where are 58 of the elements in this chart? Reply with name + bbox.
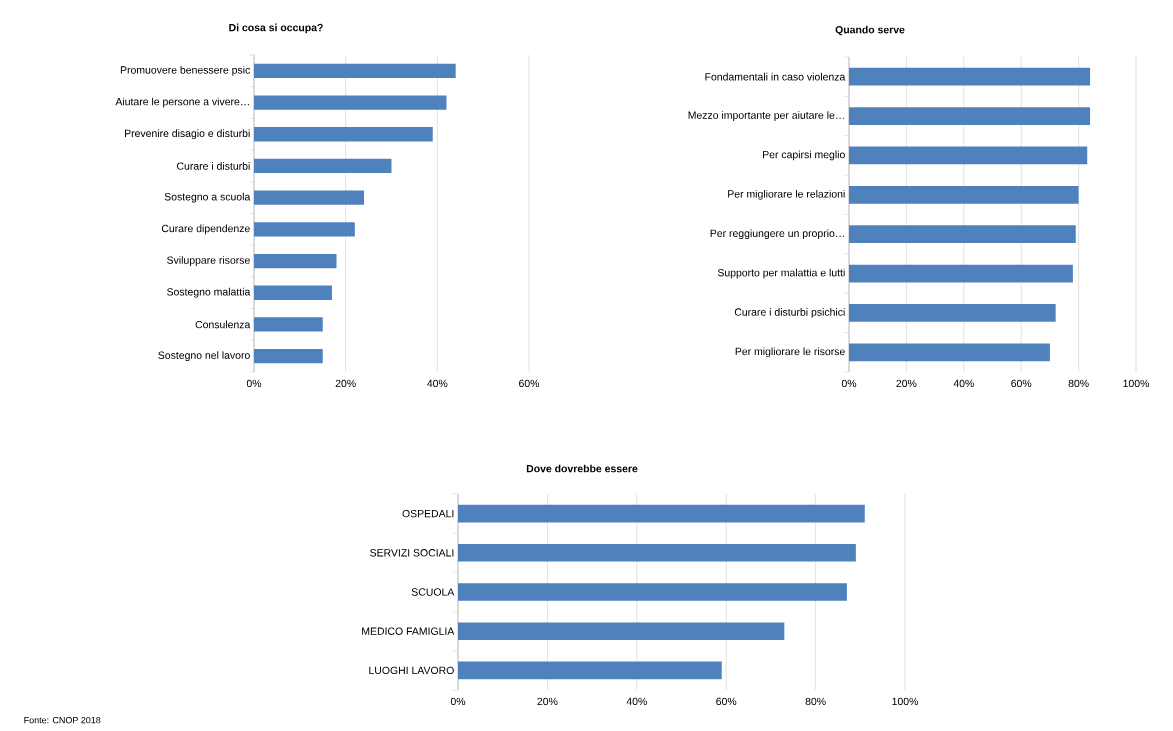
y-tick-label: Curare i disturbi psichici [734, 308, 845, 318]
x-tick-label: 40% [427, 379, 448, 388]
y-tick-label: Consulenza [195, 320, 251, 329]
chart-title: Quando serve [835, 25, 905, 36]
bar [254, 158, 392, 174]
bar [458, 504, 865, 523]
x-tick-label: 100% [1123, 379, 1149, 388]
bar [254, 127, 433, 142]
y-tick-label: Per capirsi meglio [763, 150, 845, 161]
y-tick-label: Supporto per malattia e lutti [717, 268, 845, 279]
x-tick-label: 0% [841, 379, 857, 388]
x-tick-label: 40% [626, 697, 647, 706]
bar [458, 583, 847, 601]
x-tick-label: 80% [1068, 379, 1089, 388]
x-tick-label: 20% [896, 379, 917, 388]
y-tick-label: MEDICO FAMIGLIA [362, 627, 455, 635]
chart-title: Di cosa si occupa? [229, 23, 323, 34]
y-tick-label: OSPEDALI [402, 509, 454, 518]
x-tick-label: 100% [892, 697, 918, 706]
bar [254, 222, 355, 237]
bar [254, 63, 456, 78]
x-tick-label: 0% [246, 379, 262, 388]
y-tick-label: Curare i disturbi [177, 162, 250, 170]
y-tick-label: Sostegno malattia [167, 287, 251, 298]
bar [458, 544, 856, 562]
x-tick-label: 20% [537, 697, 558, 706]
y-tick-label: Sviluppare risorse [167, 256, 250, 266]
x-tick-label: 60% [716, 697, 737, 706]
bar [254, 349, 323, 364]
source-note: Fonte: CNOP 2018 [24, 716, 101, 724]
y-tick-label: SCUOLA [411, 588, 455, 596]
y-tick-label: Sostegno a scuola [164, 192, 251, 203]
bar [254, 95, 447, 110]
bar [254, 253, 337, 269]
y-tick-label: Mezzo importante per aiutare le… [688, 111, 844, 121]
x-tick-label: 60% [519, 379, 540, 388]
y-tick-label: Sostegno nel lavoro [158, 351, 250, 362]
y-tick-label: SERVIZI SOCIALI [370, 549, 454, 557]
bar [458, 661, 722, 680]
chart-title: Dove dovrebbe essere [526, 464, 638, 473]
x-tick-label: 0% [450, 697, 466, 706]
y-tick-label: Per migliorare le risorse [735, 347, 845, 358]
bar [458, 622, 785, 640]
y-tick-label: Per reggiungere un proprio… [710, 229, 844, 240]
y-tick-label: Aiutare le persone a vivere… [115, 97, 249, 108]
y-tick-label: Promuovere benessere psic [120, 65, 251, 76]
y-tick-label: Prevenire disagio e disturbi [125, 129, 250, 140]
y-tick-label: Per migliorare le relazioni [728, 189, 845, 200]
y-tick-label: LUOGHI LAVORO [369, 666, 454, 675]
bar [254, 190, 364, 205]
y-tick-label: Curare dipendenze [161, 224, 250, 235]
bar [254, 317, 323, 332]
x-tick-label: 80% [805, 697, 826, 706]
y-tick-label: Fondamentali in caso violenza [705, 72, 846, 81]
x-tick-label: 60% [1011, 379, 1032, 388]
x-tick-label: 20% [335, 379, 356, 388]
x-tick-label: 40% [953, 379, 974, 388]
bar [254, 285, 332, 300]
